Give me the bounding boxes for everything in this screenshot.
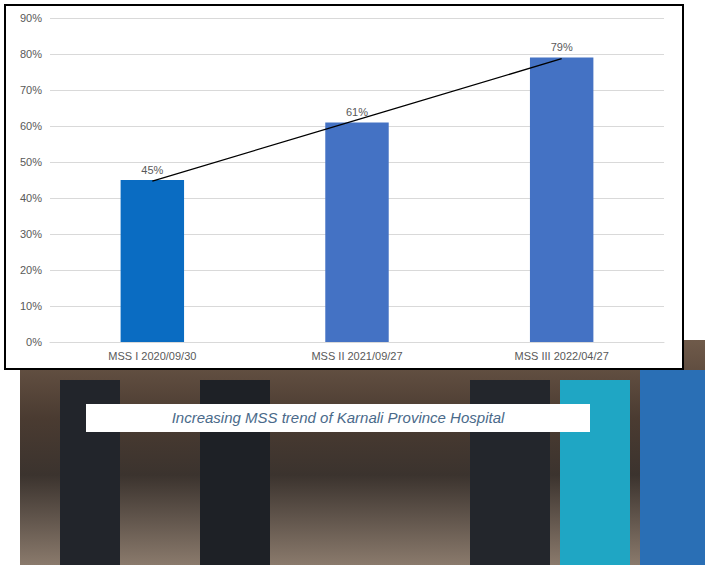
svg-text:20%: 20% <box>20 264 42 276</box>
svg-text:10%: 10% <box>20 300 42 312</box>
svg-text:90%: 90% <box>20 12 42 24</box>
svg-text:61%: 61% <box>346 106 368 118</box>
svg-text:MSS III 2022/04/27: MSS III 2022/04/27 <box>515 350 609 362</box>
svg-text:80%: 80% <box>20 48 42 60</box>
svg-text:50%: 50% <box>20 156 42 168</box>
svg-text:MSS II 2021/09/27: MSS II 2021/09/27 <box>311 350 402 362</box>
svg-text:60%: 60% <box>20 120 42 132</box>
svg-text:45%: 45% <box>141 164 163 176</box>
svg-text:40%: 40% <box>20 192 42 204</box>
html-text:Increasing MSS trend of Karnal: Increasing MSS trend of Karnali Province… <box>171 409 505 426</box>
svg-text:0%: 0% <box>26 336 42 348</box>
svg-text:MSS I 2020/09/30: MSS I 2020/09/30 <box>108 350 196 362</box>
svg-text:30%: 30% <box>20 228 42 240</box>
svg-text:79%: 79% <box>551 41 573 53</box>
svg-text:70%: 70% <box>20 84 42 96</box>
